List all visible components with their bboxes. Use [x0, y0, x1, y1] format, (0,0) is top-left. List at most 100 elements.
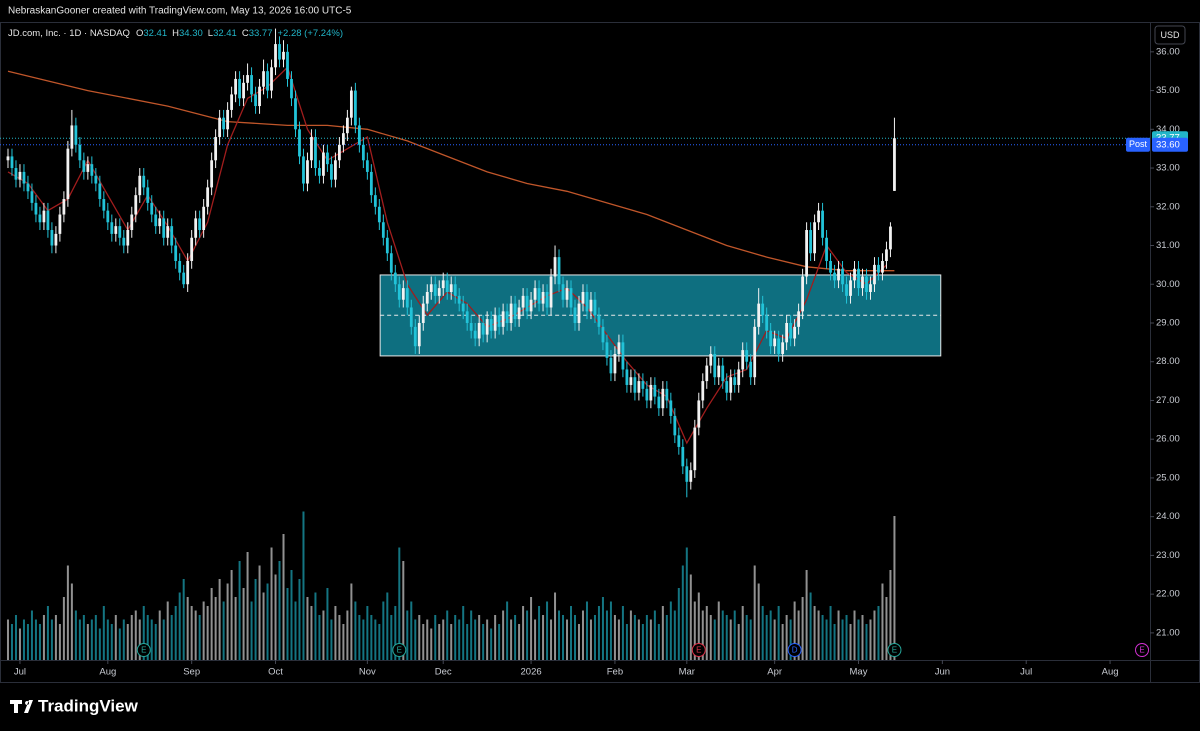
volume-bar: [386, 592, 389, 660]
candle-body: [557, 257, 561, 285]
candle-body: [282, 51, 285, 60]
candle-body: [445, 280, 449, 292]
candle-body: [246, 75, 249, 83]
candle-body: [421, 303, 425, 323]
candle-body: [585, 291, 589, 312]
candle-body: [270, 67, 273, 91]
candle-body: [357, 125, 361, 145]
candle-body: [230, 94, 233, 110]
currency[interactable]: USD: [1160, 30, 1180, 40]
candle-body: [841, 268, 844, 285]
volume-bar: [422, 624, 425, 660]
volume-bar: [458, 619, 461, 660]
volume-bar: [218, 579, 221, 660]
candle-body: [513, 303, 517, 320]
volume-bar: [342, 624, 345, 660]
volume-bar: [494, 615, 497, 660]
candle-body: [218, 117, 222, 138]
volume-bar: [430, 628, 433, 660]
candle-body: [637, 381, 641, 393]
volume-bar: [633, 615, 636, 660]
x-tick-label: Oct: [268, 667, 283, 678]
volume-bar: [66, 565, 69, 660]
volume-bar: [621, 606, 624, 660]
candle-body: [605, 342, 609, 358]
y-tick-label: 33.00: [1156, 163, 1180, 174]
volume-bar: [230, 570, 233, 660]
candle-body: [46, 210, 50, 231]
candle-body: [733, 377, 737, 385]
volume-bar: [486, 619, 489, 660]
x-tick-label: Sep: [183, 667, 200, 678]
volume-bar: [22, 619, 25, 660]
candle-body: [729, 377, 733, 393]
candle-body: [793, 326, 797, 339]
candle-body: [342, 133, 345, 145]
volume-bar: [18, 628, 21, 660]
candle-body: [709, 353, 713, 366]
volume-bar: [661, 606, 664, 660]
currency-button[interactable]: [1154, 25, 1186, 45]
volume-bar: [270, 547, 273, 660]
volume-bar: [302, 511, 305, 660]
volume-bar: [558, 610, 561, 660]
candle-body: [290, 78, 293, 99]
y-tick-label: 34.00: [1156, 124, 1180, 135]
volume-bar: [262, 592, 265, 660]
volume-bar: [330, 619, 333, 660]
volume-bar: [825, 619, 828, 660]
volume-bar: [410, 601, 413, 660]
volume-bar: [649, 619, 652, 660]
volume-bar: [506, 601, 509, 660]
y-tick-label: 25.00: [1156, 472, 1180, 483]
candle-body: [493, 315, 497, 331]
candle-body: [569, 288, 573, 308]
x-tick-label: Feb: [607, 667, 623, 678]
candle-body: [817, 210, 820, 223]
candle-body: [66, 148, 70, 200]
candle-body: [509, 303, 513, 323]
volume-bar: [865, 624, 868, 660]
candle-body: [278, 44, 281, 60]
volume-bar: [617, 619, 620, 660]
volume-bar: [198, 615, 201, 660]
volume-bar: [554, 592, 557, 660]
volume-bar: [82, 615, 85, 660]
legend-key: L: [208, 28, 213, 39]
volume-bar: [142, 606, 145, 660]
volume-bar: [286, 588, 289, 660]
candle-body: [437, 288, 441, 296]
volume-bar: [737, 624, 740, 660]
candle-body: [166, 226, 170, 238]
volume-bar: [38, 624, 41, 660]
brand-text: TradingView: [38, 696, 139, 715]
candle-body: [130, 214, 134, 231]
candle-body: [150, 202, 154, 215]
volume-bar: [134, 610, 137, 660]
candle-body: [473, 330, 477, 339]
x-tick-label: Nov: [359, 667, 376, 678]
candle-body: [294, 98, 297, 130]
candle-body: [541, 291, 545, 304]
event-marker: [787, 643, 802, 657]
volume-bar: [238, 561, 241, 660]
candle-body: [326, 152, 329, 165]
y-tick-label: 26.00: [1156, 434, 1180, 445]
volume-bar: [697, 592, 700, 660]
volume-bar: [641, 624, 644, 660]
candle-body: [889, 226, 892, 250]
volume-bar: [749, 619, 752, 660]
candle-body: [62, 199, 66, 215]
candle-body: [365, 160, 369, 172]
volume-bar: [126, 624, 129, 660]
volume-bar: [54, 615, 57, 660]
candle-body: [649, 384, 653, 401]
x-tick-label: Dec: [435, 667, 452, 678]
volume-bar: [769, 610, 772, 660]
volume-bar: [813, 606, 816, 660]
volume-bar: [530, 597, 533, 660]
candle-body: [593, 299, 597, 316]
volume-bar: [86, 624, 89, 660]
volume-bar: [242, 588, 245, 660]
volume-bar: [374, 619, 377, 660]
